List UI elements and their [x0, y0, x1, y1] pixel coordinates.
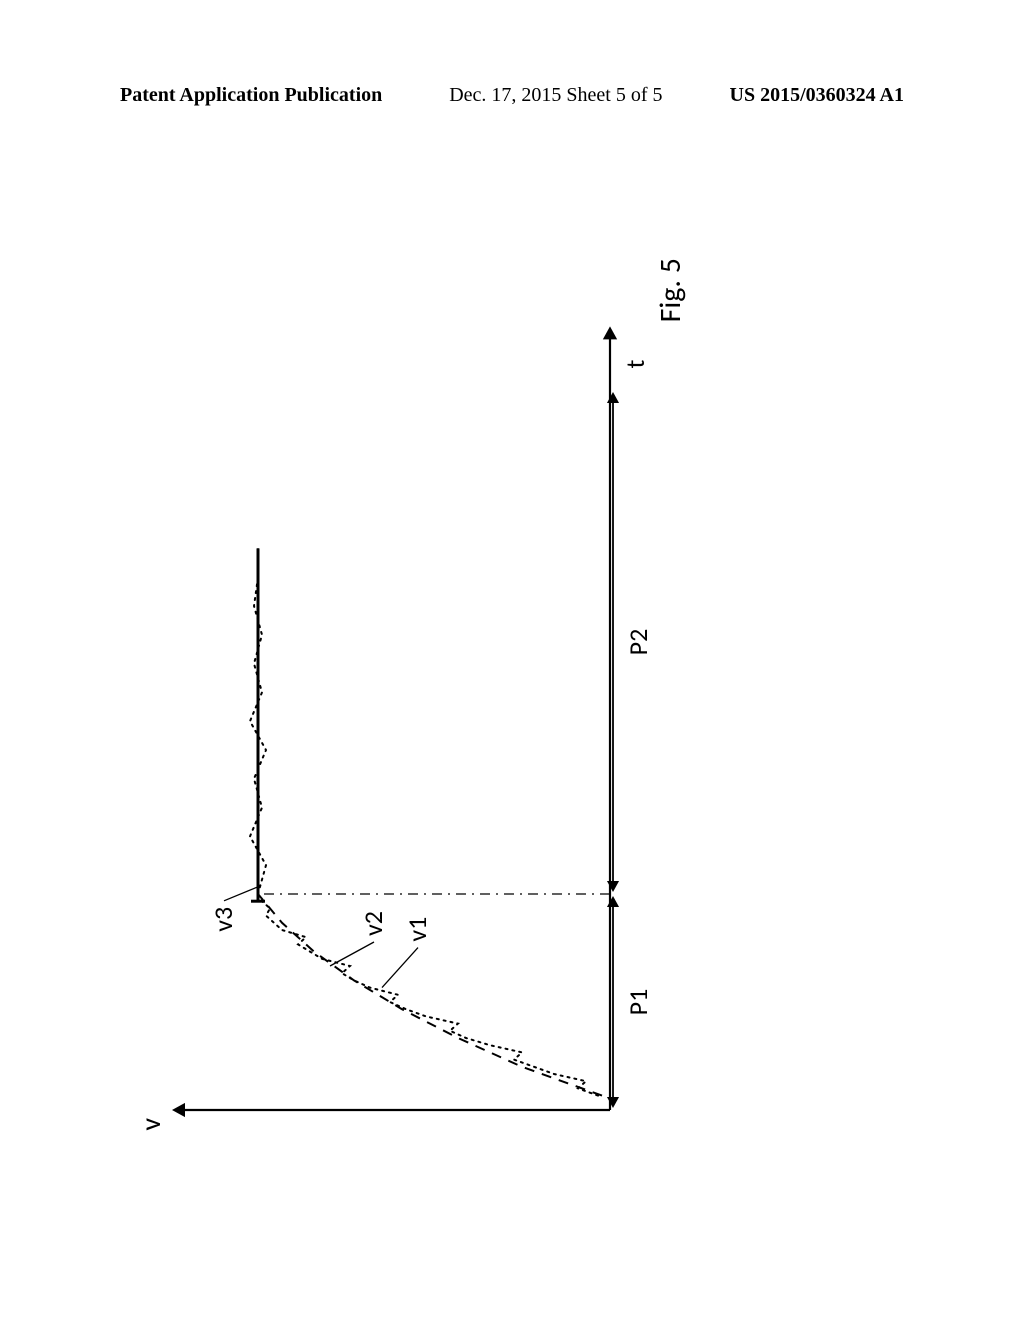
svg-text:P2: P2: [622, 629, 654, 656]
svg-text:P1: P1: [622, 989, 654, 1016]
label-v2: v2: [330, 911, 389, 966]
range-p2: P2: [607, 392, 654, 892]
header-mid: Dec. 17, 2015 Sheet 5 of 5: [449, 84, 662, 107]
plot-group: v t P1 P2 v1 v2 v3 Fig. 5: [133, 258, 689, 1131]
label-v3: v3: [207, 887, 258, 932]
figure-svg: v t P1 P2 v1 v2 v3 Fig. 5: [120, 180, 900, 1200]
header-left: Patent Application Publication: [120, 84, 382, 107]
t-axis-label: t: [619, 359, 651, 368]
header-right: US 2015/0360324 A1: [730, 84, 904, 107]
page-header: Patent Application Publication Dec. 17, …: [0, 84, 1024, 107]
svg-text:v2: v2: [357, 911, 389, 936]
svg-text:v1: v1: [401, 917, 433, 942]
figure-container: v t P1 P2 v1 v2 v3 Fig. 5: [120, 180, 900, 1200]
figure-caption: Fig. 5: [652, 258, 689, 322]
svg-text:v3: v3: [207, 907, 239, 932]
range-p1: P1: [607, 896, 654, 1108]
label-v1: v1: [382, 917, 433, 988]
rotated-plot: v t P1 P2 v1 v2 v3 Fig. 5: [133, 258, 689, 1131]
v-axis-label: v: [133, 1118, 168, 1131]
